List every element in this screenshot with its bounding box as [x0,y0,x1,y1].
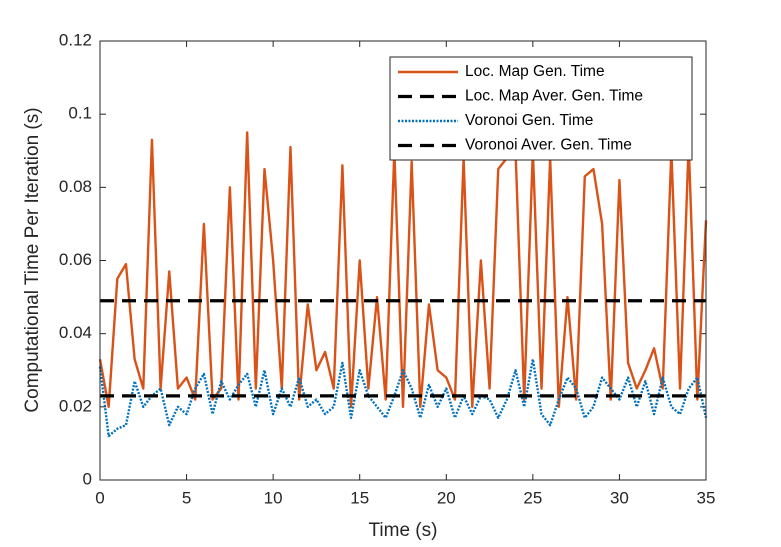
x-tick-label: 15 [350,488,369,507]
y-tick-label: 0.1 [68,104,92,123]
x-tick-label: 35 [697,488,716,507]
series-line [98,358,708,438]
legend-label: Voronoi Aver. Gen. Time [465,137,632,154]
y-tick-label: 0.02 [59,396,92,415]
x-axis-label: Time (s) [369,520,438,541]
series-line [98,131,708,409]
x-tick-label: 30 [610,488,629,507]
y-tick-label: 0.08 [59,177,92,196]
legend-label: Voronoi Gen. Time [465,112,593,129]
y-tick-label: 0.12 [59,30,92,49]
y-tick-label: 0 [83,469,92,488]
legend-box [389,56,693,161]
x-tick-label: 0 [95,488,104,507]
x-tick-label: 25 [523,488,542,507]
legend-label: Loc. Map Gen. Time [465,63,605,80]
x-tick-label: 5 [182,488,191,507]
y-tick-label: 0.06 [59,250,92,269]
plot-lines [98,131,708,438]
axes-box [99,40,707,481]
x-tick-label: 20 [437,488,456,507]
y-tick-label: 0.04 [59,323,92,342]
x-tick-label: 10 [264,488,283,507]
legend: Loc. Map Gen. Time Loc. Map Aver. Gen. Ti… [389,56,693,161]
legend-label: Loc. Map Aver. Gen. Time [465,88,643,105]
y-axis-label: Computational Time Per Iteration (s) [22,107,43,412]
